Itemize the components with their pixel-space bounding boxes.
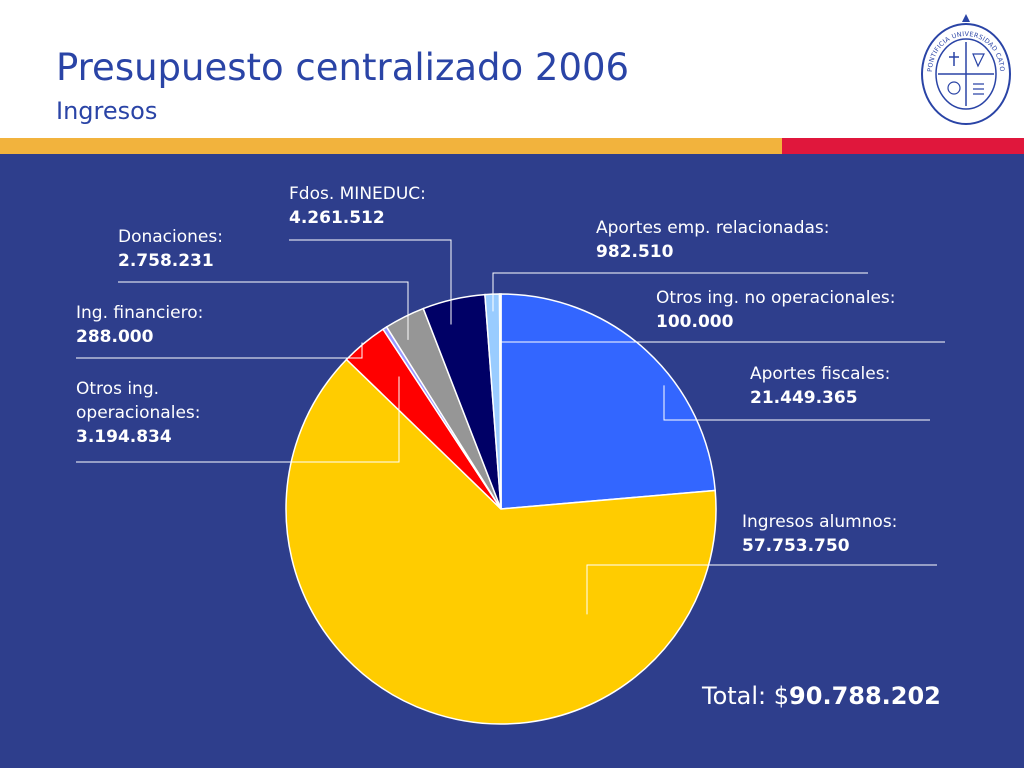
label-name: Aportes emp. relacionadas: [596, 218, 830, 238]
total-value: 90.788.202 [789, 682, 941, 710]
red-stripe [782, 138, 1024, 154]
label-value: 57.753.750 [742, 536, 850, 556]
label-name: Ingresos alumnos: [742, 512, 898, 532]
label-value: 4.261.512 [289, 208, 385, 228]
university-seal-icon: PONTIFICIA UNIVERSIDAD CATOLICA DE CHILE [918, 10, 1011, 125]
label-aportes-fiscales: Aportes fiscales: 21.449.365 [750, 362, 890, 410]
total-prefix: Total: $ [702, 682, 790, 710]
label-donaciones: Donaciones: 2.758.231 [118, 225, 223, 273]
leader-line-4 [118, 281, 409, 340]
total-label: Total: $90.788.202 [702, 682, 941, 710]
leader-line-7 [500, 341, 945, 350]
label-otros-operacionales: Otros ing. operacionales: 3.194.834 [76, 377, 246, 449]
slide-header: Presupuesto centralizado 2006 Ingresos P… [0, 0, 1024, 138]
slide-title: Presupuesto centralizado 2006 [56, 46, 630, 89]
label-value: 21.449.365 [750, 388, 858, 408]
label-name: Otros ing. no operacionales: [656, 288, 896, 308]
slide-subtitle: Ingresos [56, 97, 158, 125]
pie-slice-0 [500, 293, 717, 510]
pie-slice-1 [285, 358, 717, 725]
label-value: 3.194.834 [76, 427, 172, 447]
leader-line-0 [663, 385, 930, 421]
label-ingresos-alumnos: Ingresos alumnos: 57.753.750 [742, 510, 897, 558]
leader-line-3 [76, 342, 363, 359]
label-value: 100.000 [656, 312, 734, 332]
label-value: 2.758.231 [118, 251, 214, 271]
leader-line-6 [492, 272, 868, 312]
label-value: 982.510 [596, 242, 674, 262]
label-value: 288.000 [76, 327, 154, 347]
label-ing-financiero: Ing. financiero: 288.000 [76, 301, 203, 349]
label-name: Donaciones: [118, 227, 223, 247]
label-aportes-emp: Aportes emp. relacionadas: 982.510 [596, 216, 829, 264]
label-fdos-mineduc: Fdos. MINEDUC: 4.261.512 [289, 182, 426, 230]
label-name: Otros ing. operacionales: [76, 379, 201, 423]
leader-line-1 [586, 564, 937, 615]
gold-stripe [0, 138, 782, 154]
leader-line-5 [289, 239, 452, 325]
label-otros-no-operacionales: Otros ing. no operacionales: 100.000 [656, 286, 896, 334]
label-name: Fdos. MINEDUC: [289, 184, 426, 204]
label-name: Aportes fiscales: [750, 364, 891, 384]
leader-line-2 [76, 376, 400, 463]
label-name: Ing. financiero: [76, 303, 204, 323]
